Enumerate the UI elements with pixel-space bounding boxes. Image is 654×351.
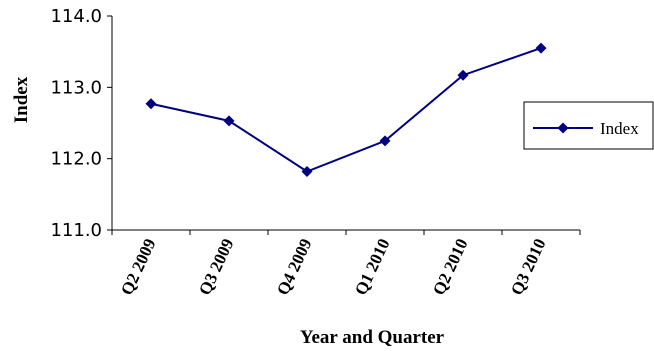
- x-tick-label: Q4 2009: [273, 236, 316, 298]
- data-point: [379, 135, 391, 147]
- x-tick-label: Q1 2010: [351, 236, 394, 298]
- x-tick-label: Q2 2009: [117, 236, 160, 298]
- x-tick-label: Q3 2009: [195, 236, 238, 298]
- data-point: [301, 166, 313, 178]
- x-axis: Q2 2009 Q3 2009 Q4 2009 Q1 2010 Q2 2010 Q3 20…: [111, 229, 581, 298]
- legend-label-index: Index: [600, 119, 639, 138]
- y-tick-label: 113.0: [50, 77, 102, 98]
- legend-marker-diamond-icon: [557, 122, 569, 134]
- series-line: [150, 47, 542, 173]
- y-axis: 111.0 112.0 113.0 114.0: [50, 6, 113, 241]
- y-axis-title: Index: [11, 76, 32, 123]
- legend-box: [523, 101, 654, 150]
- y-tick-label: 114.0: [50, 6, 102, 27]
- y-tick-label: 111.0: [50, 220, 102, 241]
- x-tick-label: Q2 2010: [429, 236, 472, 298]
- data-point: [223, 115, 235, 127]
- x-axis-title: Year and Quarter: [300, 327, 445, 348]
- data-point: [145, 98, 157, 110]
- data-point: [535, 42, 547, 54]
- data-point: [457, 69, 469, 81]
- x-tick-label: Q3 2010: [507, 236, 550, 298]
- y-tick-label: 112.0: [50, 149, 102, 170]
- series-layer: [145, 42, 547, 178]
- legend: Index: [523, 101, 654, 150]
